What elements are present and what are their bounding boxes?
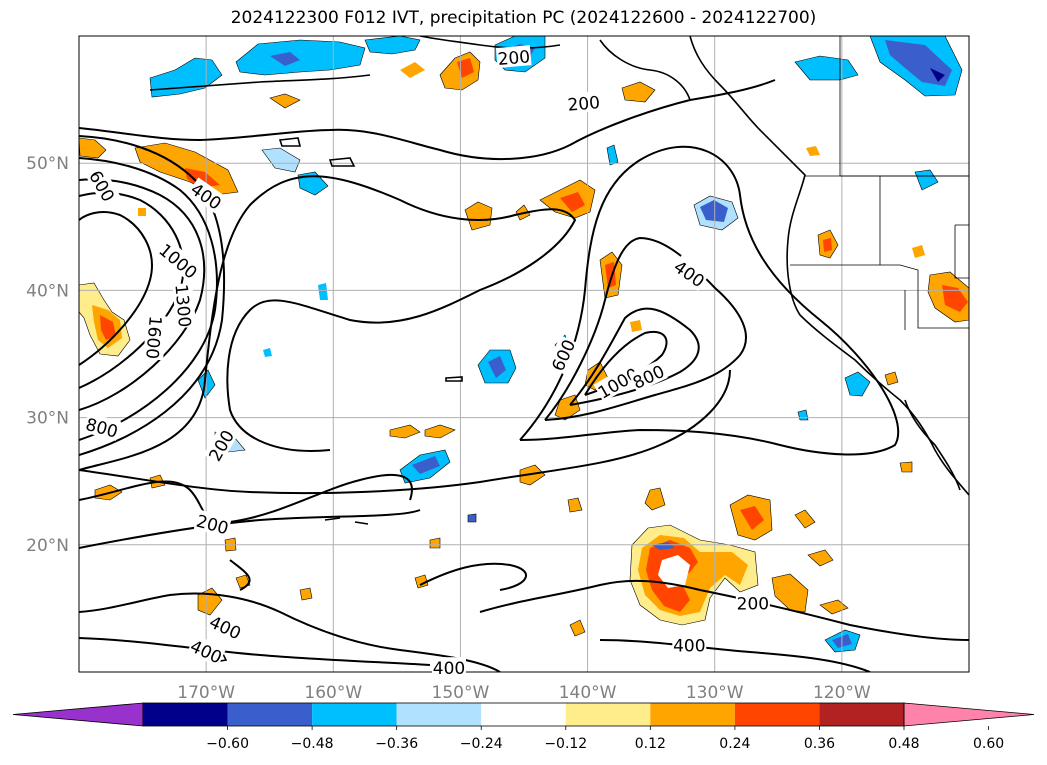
- colorbar-extend-high: [903, 702, 1035, 727]
- svg-text:200: 200: [497, 47, 531, 70]
- longitude-labels: 170°W 160°W 150°W 140°W 130°W 120°W: [177, 683, 871, 703]
- colorbar-box-2: [312, 703, 397, 726]
- contour-label-17: 400: [431, 657, 466, 679]
- colorbar-box-6: [650, 703, 735, 726]
- colorbar-box-4: [481, 703, 566, 726]
- lon-label-3: 140°W: [559, 683, 617, 703]
- svg-text:200: 200: [567, 93, 601, 116]
- svg-text:400: 400: [433, 659, 465, 679]
- contour-label-14: 200: [735, 592, 770, 614]
- contour-label-1: 200: [565, 90, 602, 116]
- map-content: [79, 36, 969, 672]
- colorbar-label-7: 0.36: [804, 736, 835, 752]
- lat-label-1: 30°N: [26, 409, 69, 429]
- contour-label-0: 200: [495, 45, 532, 70]
- lat-label-2: 40°N: [26, 281, 69, 301]
- contour-label-6: 1600: [141, 314, 167, 361]
- colorbar-box-1: [227, 703, 313, 726]
- lat-lon-grid: [79, 36, 969, 672]
- colorbar-label-6: 0.24: [719, 736, 750, 752]
- colorbar-label-5: 0.12: [635, 736, 666, 752]
- colorbar-label-8: 0.48: [888, 736, 919, 752]
- map-frame: [78, 35, 970, 673]
- colorbar-label-0: −0.60: [206, 736, 249, 752]
- precip-anomaly-shading: [79, 36, 969, 653]
- colorbar-label-9: 0.60: [973, 736, 1004, 752]
- contour-label-18: 400: [672, 634, 707, 656]
- colorbar-label-1: −0.48: [291, 736, 334, 752]
- colorbar-extend-low: [12, 702, 144, 727]
- colorbar-label-3: −0.24: [460, 736, 503, 752]
- lon-label-4: 130°W: [686, 683, 744, 703]
- svg-text:400: 400: [673, 636, 705, 656]
- lon-label-0: 170°W: [177, 683, 235, 703]
- lon-label-5: 120°W: [813, 683, 871, 703]
- colorbar-box-3: [396, 703, 482, 726]
- map-title: 2024122300 F012 IVT, precipitation PC (2…: [230, 8, 817, 28]
- colorbar: −0.60 −0.48 −0.36 −0.24 −0.12 0.12 0.24 0.36 0.4…: [12, 702, 1035, 752]
- colorbar-box-0: [143, 703, 228, 726]
- coastline: [149, 36, 969, 663]
- svg-text:1600: 1600: [141, 315, 165, 360]
- svg-text:1300: 1300: [170, 283, 194, 328]
- lon-label-2: 150°W: [432, 683, 490, 703]
- colorbar-label-2: −0.36: [375, 736, 418, 752]
- colorbar-label-4: −0.12: [544, 736, 587, 752]
- ivt-contours: [79, 79, 969, 672]
- colorbar-box-5: [565, 703, 651, 726]
- colorbar-box-7: [734, 703, 820, 726]
- lat-label-3: 50°N: [26, 154, 69, 174]
- latitude-labels: 20°N 30°N 40°N 50°N: [26, 154, 69, 556]
- svg-text:200: 200: [737, 594, 769, 614]
- state-boundaries: [790, 36, 969, 330]
- lat-label-0: 20°N: [26, 536, 69, 556]
- colorbar-box-8: [819, 703, 904, 726]
- contour-label-5: 1300: [170, 282, 197, 329]
- lon-label-1: 160°W: [304, 683, 362, 703]
